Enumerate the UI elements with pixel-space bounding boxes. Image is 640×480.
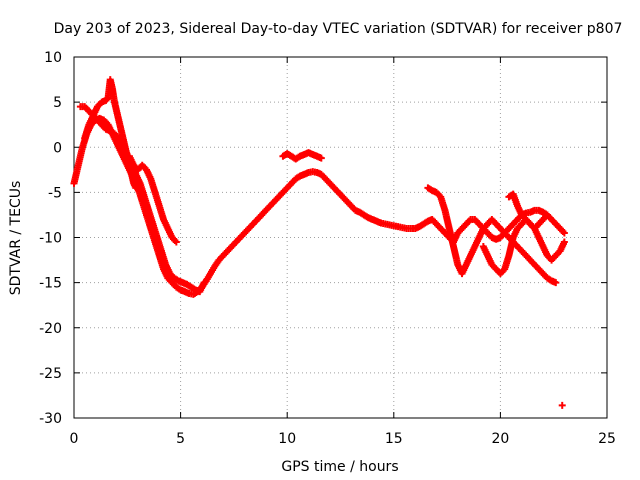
data-point xyxy=(543,211,551,219)
y-tick-label: -25 xyxy=(39,366,62,382)
x-tick-label: 20 xyxy=(491,431,509,447)
data-point xyxy=(558,401,566,409)
plus-marker xyxy=(200,279,208,287)
y-tick-label: -15 xyxy=(39,276,62,292)
y-tick-label: 10 xyxy=(44,50,62,66)
data-point xyxy=(552,279,560,287)
grid xyxy=(74,57,607,418)
data-point xyxy=(560,238,568,246)
x-tick-label: 10 xyxy=(278,431,296,447)
x-tick-label: 15 xyxy=(385,431,403,447)
y-tick-label: 5 xyxy=(53,95,62,111)
plus-marker xyxy=(172,238,180,246)
y-tick-label: -5 xyxy=(48,185,62,201)
x-tick-label: 5 xyxy=(176,431,185,447)
data-point xyxy=(560,229,568,237)
y-tick-label: -10 xyxy=(39,231,62,247)
data-point xyxy=(317,154,325,162)
plus-marker xyxy=(132,184,140,192)
chart-title: Day 203 of 2023, Sidereal Day-to-day VTE… xyxy=(54,21,623,37)
y-tick-label: -30 xyxy=(39,411,62,427)
data-point xyxy=(132,184,140,192)
data-points xyxy=(70,76,568,409)
x-tick-label: 25 xyxy=(598,431,616,447)
x-axis-label: GPS time / hours xyxy=(281,459,398,475)
axis-ticks: 0 5 10 15 20 25 10 5 0 -5 -10 -15 -20 -25 -30 xyxy=(39,50,616,447)
plus-marker xyxy=(543,211,551,219)
x-tick-label: 0 xyxy=(70,431,79,447)
plus-marker xyxy=(560,229,568,237)
y-axis-label: SDTVAR / TECUs xyxy=(8,181,24,296)
y-tick-label: -20 xyxy=(39,321,62,337)
data-point xyxy=(172,238,180,246)
data-point xyxy=(200,279,208,287)
plus-marker xyxy=(558,401,566,409)
plus-marker xyxy=(317,154,325,162)
plus-marker xyxy=(560,238,568,246)
y-tick-label: 0 xyxy=(53,140,62,156)
plus-marker xyxy=(552,279,560,287)
